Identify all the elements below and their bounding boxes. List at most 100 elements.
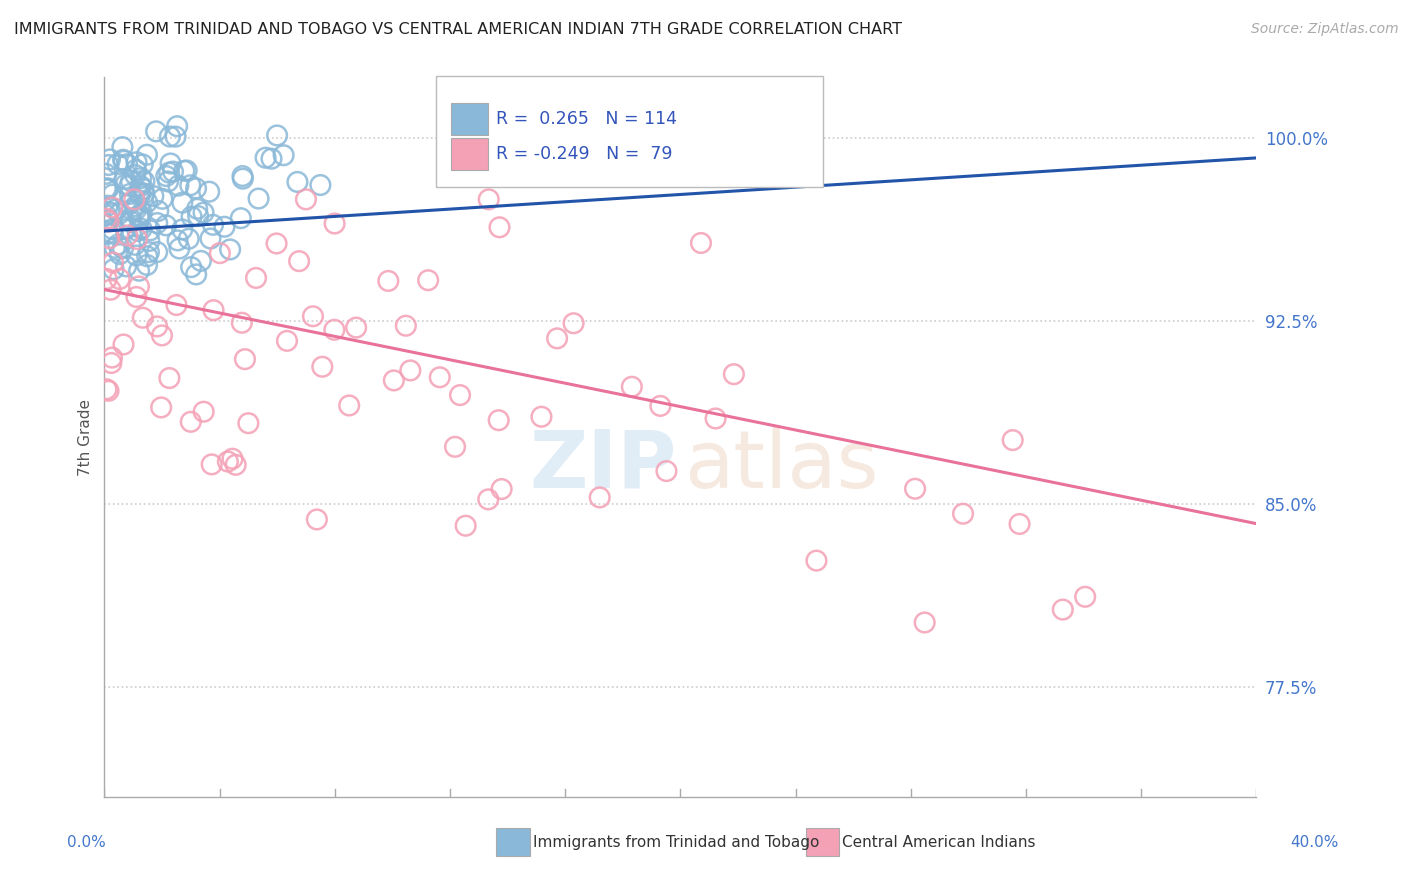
Point (202, 218, 225, 232)
Point (136, 195, 159, 210)
Point (650, 399, 672, 413)
Point (589, 491, 612, 505)
Point (231, 316, 253, 330)
Point (131, 157, 153, 171)
Text: ZIP: ZIP (530, 427, 676, 505)
Point (124, 199, 146, 213)
Point (132, 310, 155, 325)
Point (128, 210, 150, 224)
Point (159, 129, 181, 144)
Text: Central American Indians: Central American Indians (842, 835, 1036, 849)
Point (100, 356, 122, 370)
Point (382, 373, 405, 387)
Point (231, 169, 253, 183)
Point (97, 199, 120, 213)
Point (132, 182, 155, 196)
Point (167, 178, 190, 193)
Point (129, 209, 152, 223)
Point (208, 246, 231, 260)
Point (260, 152, 283, 166)
Point (108, 206, 131, 220)
Point (97, 205, 120, 219)
Point (221, 451, 243, 466)
Point (100, 283, 122, 297)
Point (112, 153, 135, 167)
Point (138, 245, 160, 260)
Point (449, 388, 471, 402)
Point (166, 298, 188, 312)
Point (202, 303, 225, 318)
Text: Source: ZipAtlas.com: Source: ZipAtlas.com (1251, 22, 1399, 37)
Point (1052, 602, 1074, 616)
Point (395, 318, 418, 333)
Point (155, 169, 177, 183)
Point (157, 166, 180, 180)
Point (266, 128, 288, 143)
Point (146, 216, 169, 230)
Point (94, 181, 117, 195)
Point (101, 201, 124, 215)
Point (118, 186, 141, 201)
Point (124, 192, 146, 206)
Point (114, 222, 136, 236)
Point (96, 211, 118, 226)
Point (193, 405, 215, 419)
Point (225, 458, 247, 472)
Point (454, 518, 477, 533)
Point (125, 155, 148, 169)
Point (107, 237, 129, 252)
Point (186, 202, 208, 216)
Point (198, 185, 221, 199)
Point (323, 323, 346, 337)
Point (97, 384, 120, 398)
Point (217, 454, 239, 468)
Point (187, 209, 209, 223)
Point (97, 158, 120, 172)
Point (309, 178, 332, 192)
Point (136, 258, 159, 272)
Point (134, 186, 156, 201)
Point (120, 215, 142, 229)
Point (125, 162, 148, 177)
Point (177, 232, 200, 246)
Text: 0.0%: 0.0% (67, 836, 107, 850)
Point (166, 119, 188, 133)
Point (111, 241, 134, 255)
Point (96, 382, 118, 396)
Point (125, 232, 148, 246)
Point (104, 241, 127, 255)
Point (418, 273, 440, 287)
Point (145, 124, 167, 138)
Point (214, 219, 236, 234)
Point (337, 399, 360, 413)
Point (288, 254, 311, 268)
Point (179, 178, 201, 193)
Point (690, 235, 713, 250)
Point (118, 178, 141, 193)
Point (276, 334, 298, 348)
Point (546, 331, 568, 345)
Point (488, 220, 510, 235)
Point (952, 507, 974, 521)
Point (146, 319, 169, 334)
Point (219, 243, 242, 257)
Point (180, 210, 202, 224)
Point (128, 279, 150, 293)
Point (238, 416, 260, 430)
Point (128, 211, 150, 226)
Point (173, 163, 195, 178)
Point (114, 178, 136, 192)
Point (150, 328, 173, 343)
Point (125, 290, 148, 304)
Point (468, 151, 491, 165)
Point (142, 189, 165, 203)
Point (104, 202, 127, 217)
Point (200, 231, 222, 245)
Point (169, 242, 191, 256)
Point (704, 411, 727, 425)
Point (138, 234, 160, 248)
Point (429, 370, 451, 384)
Point (184, 181, 207, 195)
Text: atlas: atlas (683, 427, 879, 505)
Point (180, 260, 202, 274)
